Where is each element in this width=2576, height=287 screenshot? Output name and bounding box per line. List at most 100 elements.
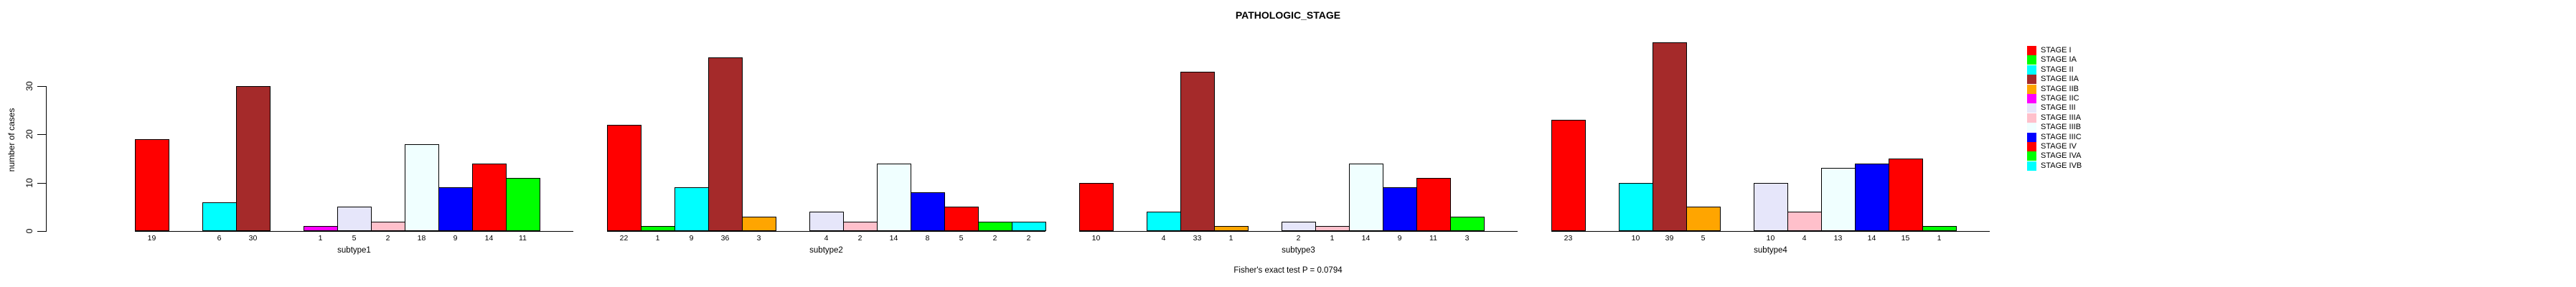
bar-value-label: 4: [1802, 234, 1807, 243]
bar-value-label: 11: [519, 234, 527, 243]
legend-label: STAGE IA: [2041, 55, 2077, 64]
legend-swatch: [2027, 161, 2036, 171]
legend-label: STAGE IIIB: [2041, 123, 2082, 131]
bar: [1180, 72, 1215, 231]
bar: [944, 207, 979, 231]
bar: [708, 57, 743, 231]
bar-value-label: 18: [417, 234, 426, 243]
group-label: subtype3: [1282, 246, 1315, 255]
legend-label: STAGE IVB: [2041, 161, 2082, 170]
bar: [877, 164, 911, 231]
bar-value-label: 23: [1564, 234, 1573, 243]
legend-item: STAGE IA: [2027, 55, 2077, 65]
legend-item: STAGE IIC: [2027, 94, 2079, 103]
bar: [236, 86, 271, 231]
legend-label: STAGE IV: [2041, 142, 2077, 151]
bar-value-label: 2: [385, 234, 390, 243]
bar: [1450, 217, 1485, 231]
bar-value-label: 3: [756, 234, 761, 243]
legend-swatch: [2027, 94, 2036, 103]
bar-value-label: 22: [619, 234, 629, 243]
legend-swatch: [2027, 133, 2036, 142]
bar-value-label: 1: [1330, 234, 1335, 243]
legend-swatch: [2027, 123, 2036, 132]
bar: [1315, 226, 1350, 231]
bar: [809, 212, 844, 231]
bar-value-label: 1: [655, 234, 660, 243]
bar: [506, 178, 540, 231]
y-axis-tick: [37, 134, 46, 136]
bar-value-label: 19: [147, 234, 156, 243]
bar-value-label: 33: [1193, 234, 1202, 243]
bar-value-label: 36: [720, 234, 730, 243]
legend-label: STAGE IIIC: [2041, 133, 2082, 141]
bar: [1416, 178, 1451, 231]
group-baseline: [135, 231, 573, 232]
bar: [405, 144, 439, 231]
y-tick-label: 10: [24, 177, 34, 188]
legend-swatch: [2027, 142, 2036, 151]
y-axis-tick: [37, 86, 46, 87]
bar: [843, 222, 878, 231]
group-label: subtype1: [337, 246, 371, 255]
bar: [1855, 164, 1889, 231]
legend-item: STAGE IIA: [2027, 75, 2079, 84]
bar-value-label: 1: [1937, 234, 1942, 243]
legend-swatch: [2027, 46, 2036, 55]
bar-value-label: 15: [1901, 234, 1910, 243]
bar-value-label: 5: [959, 234, 964, 243]
y-tick-label: 30: [24, 81, 34, 91]
legend-item: STAGE IVA: [2027, 151, 2081, 161]
bar: [911, 192, 945, 231]
bar-value-label: 10: [1766, 234, 1775, 243]
bar: [304, 226, 338, 231]
y-tick-label: 20: [24, 129, 34, 140]
bar-value-label: 11: [1429, 234, 1437, 243]
bar-value-label: 4: [1161, 234, 1166, 243]
bar: [1653, 42, 1687, 231]
bar: [1349, 164, 1383, 231]
group-baseline: [1551, 231, 1990, 232]
group-label: subtype2: [809, 246, 843, 255]
y-axis: [46, 86, 47, 232]
legend-swatch: [2027, 151, 2036, 161]
bar-value-label: 5: [352, 234, 357, 243]
group-baseline: [1079, 231, 1518, 232]
bar-value-label: 2: [1296, 234, 1301, 243]
bar-value-label: 14: [1867, 234, 1876, 243]
bar: [674, 187, 709, 231]
legend-label: STAGE II: [2041, 65, 2074, 74]
bar-value-label: 5: [1701, 234, 1706, 243]
bar: [1754, 183, 1788, 231]
bar: [1686, 207, 1721, 231]
group-baseline: [607, 231, 1045, 232]
bar: [1889, 159, 1923, 231]
bar-value-label: 9: [453, 234, 458, 243]
bar-value-label: 10: [1631, 234, 1640, 243]
bar: [1619, 183, 1653, 231]
group-label: subtype4: [1754, 246, 1787, 255]
bar: [135, 139, 169, 231]
legend-label: STAGE IVA: [2041, 151, 2082, 160]
bar-value-label: 4: [824, 234, 829, 243]
bar-value-label: 10: [1091, 234, 1101, 243]
bar-value-label: 3: [1465, 234, 1470, 243]
legend-item: STAGE IIIC: [2027, 133, 2082, 142]
bar: [1383, 187, 1417, 231]
legend-item: STAGE I: [2027, 46, 2072, 55]
bar: [371, 222, 405, 231]
bar: [742, 217, 776, 231]
legend-label: STAGE I: [2041, 46, 2072, 55]
bar-value-label: 2: [857, 234, 862, 243]
bar: [641, 226, 675, 231]
bar: [1282, 222, 1316, 231]
bar: [202, 202, 237, 231]
legend-item: STAGE IV: [2027, 142, 2077, 151]
legend-item: STAGE III: [2027, 103, 2076, 113]
legend-label: STAGE III: [2041, 103, 2076, 112]
bar-value-label: 30: [248, 234, 258, 243]
bar-value-label: 14: [889, 234, 898, 243]
legend-item: STAGE IIIB: [2027, 123, 2081, 132]
bar-value-label: 2: [1026, 234, 1031, 243]
